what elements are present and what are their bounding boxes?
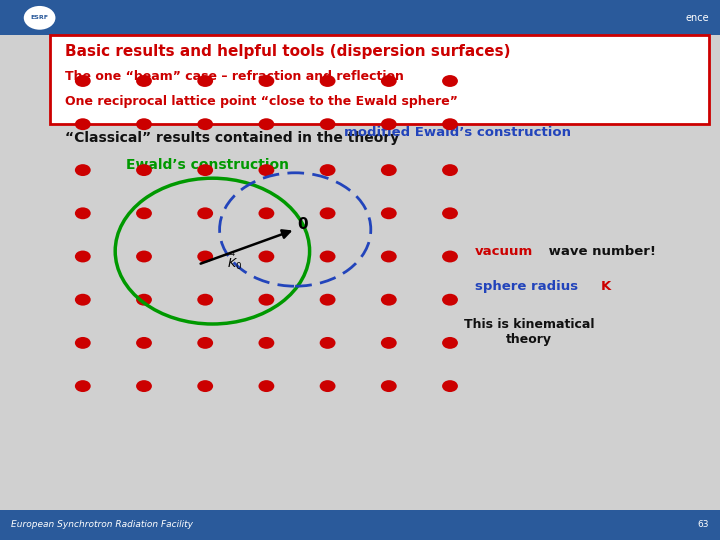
Circle shape (381, 164, 397, 176)
Circle shape (258, 118, 274, 130)
Circle shape (442, 380, 458, 392)
Circle shape (381, 294, 397, 306)
Text: vacuum: vacuum (475, 245, 534, 258)
Circle shape (381, 337, 397, 349)
Circle shape (75, 164, 91, 176)
Text: European Synchrotron Radiation Facility: European Synchrotron Radiation Facility (11, 521, 193, 529)
Circle shape (320, 337, 336, 349)
FancyBboxPatch shape (50, 35, 709, 124)
Text: The one “beam” case – refraction and reflection: The one “beam” case – refraction and ref… (65, 70, 404, 83)
Circle shape (320, 294, 336, 306)
Circle shape (75, 118, 91, 130)
Circle shape (136, 207, 152, 219)
Circle shape (197, 75, 213, 87)
Text: Ewald’s construction: Ewald’s construction (126, 158, 289, 172)
Circle shape (75, 294, 91, 306)
Text: sphere radius: sphere radius (475, 280, 583, 293)
Circle shape (442, 207, 458, 219)
Circle shape (136, 75, 152, 87)
Circle shape (197, 118, 213, 130)
Text: This is kinematical
theory: This is kinematical theory (464, 318, 595, 346)
Circle shape (442, 294, 458, 306)
Circle shape (258, 207, 274, 219)
Circle shape (320, 118, 336, 130)
Circle shape (381, 118, 397, 130)
Circle shape (320, 207, 336, 219)
Text: Basic results and helpful tools (dispersion surfaces): Basic results and helpful tools (dispers… (65, 44, 510, 59)
Circle shape (75, 337, 91, 349)
Circle shape (442, 251, 458, 262)
Circle shape (320, 380, 336, 392)
Bar (0, 0, 720, 35)
Circle shape (197, 294, 213, 306)
Text: One reciprocal lattice point “close to the Ewald sphere”: One reciprocal lattice point “close to t… (65, 95, 458, 108)
Circle shape (75, 207, 91, 219)
Text: “Classical” results contained in the theory: “Classical” results contained in the the… (65, 131, 399, 145)
Circle shape (381, 251, 397, 262)
Circle shape (442, 118, 458, 130)
Circle shape (197, 207, 213, 219)
Circle shape (136, 251, 152, 262)
Circle shape (258, 337, 274, 349)
Circle shape (258, 251, 274, 262)
Circle shape (197, 164, 213, 176)
Circle shape (75, 251, 91, 262)
Circle shape (75, 380, 91, 392)
Text: ence: ence (685, 13, 709, 23)
Circle shape (136, 118, 152, 130)
Circle shape (75, 75, 91, 87)
Text: 63: 63 (698, 521, 709, 529)
Circle shape (258, 75, 274, 87)
Circle shape (136, 380, 152, 392)
Circle shape (258, 294, 274, 306)
Text: 0: 0 (297, 217, 307, 232)
Circle shape (442, 337, 458, 349)
Circle shape (136, 337, 152, 349)
Circle shape (320, 164, 336, 176)
Circle shape (320, 75, 336, 87)
Text: modified Ewald’s construction: modified Ewald’s construction (343, 126, 571, 139)
Circle shape (197, 337, 213, 349)
Circle shape (197, 251, 213, 262)
Text: ESRF: ESRF (30, 15, 49, 21)
Circle shape (258, 164, 274, 176)
Circle shape (381, 75, 397, 87)
Circle shape (442, 164, 458, 176)
Circle shape (197, 380, 213, 392)
Circle shape (442, 75, 458, 87)
Circle shape (136, 164, 152, 176)
Text: wave number!: wave number! (544, 245, 656, 258)
Circle shape (320, 251, 336, 262)
Text: K: K (601, 280, 611, 293)
Bar (0, 510, 720, 540)
Circle shape (136, 294, 152, 306)
Circle shape (381, 207, 397, 219)
Circle shape (381, 380, 397, 392)
Circle shape (258, 380, 274, 392)
Text: $\vec{K}_0$: $\vec{K}_0$ (227, 252, 242, 272)
Circle shape (24, 6, 55, 30)
